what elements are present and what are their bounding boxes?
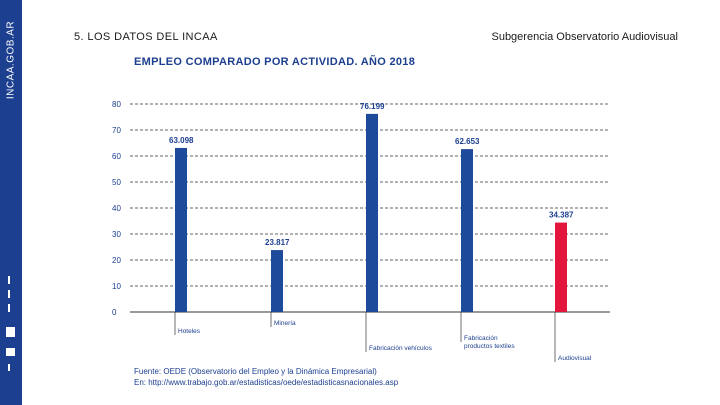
bar bbox=[175, 147, 187, 312]
sidebar-tick-mark bbox=[8, 290, 10, 298]
category-label: Fabricación productos textiles bbox=[464, 335, 515, 350]
y-tick-label: 30 bbox=[112, 230, 121, 239]
bar-value-label: 34.387 bbox=[549, 211, 574, 220]
category-label-line: productos textiles bbox=[464, 343, 515, 350]
bar bbox=[366, 113, 378, 312]
bar bbox=[461, 149, 473, 312]
bar-value-label: 76.199 bbox=[360, 102, 385, 111]
sidebar-tick-mark bbox=[8, 304, 10, 312]
source-line-2: En: http://www.trabajo.gob.ar/estadistic… bbox=[134, 378, 399, 387]
category-label-line: Audiovisual bbox=[558, 355, 592, 362]
sidebar-tick-mark bbox=[8, 364, 10, 371]
y-tick-label: 40 bbox=[112, 204, 121, 213]
bar-value-label: 23.817 bbox=[265, 238, 290, 247]
category-label: Hoteles bbox=[178, 328, 201, 335]
source-note: Fuente: OEDE (Observatorio del Empleo y … bbox=[134, 366, 398, 388]
y-tick-label: 60 bbox=[112, 152, 121, 161]
category-label-line: Hoteles bbox=[178, 328, 201, 335]
category-label: Audiovisual bbox=[558, 355, 592, 362]
y-tick-label: 50 bbox=[112, 178, 121, 187]
sidebar-tick-mark bbox=[8, 276, 10, 284]
bar bbox=[271, 250, 283, 312]
y-tick-label: 70 bbox=[112, 126, 121, 135]
category-label-line: Minería bbox=[274, 320, 296, 327]
y-tick-label: 20 bbox=[112, 256, 121, 265]
bar-value-label: 62.653 bbox=[455, 137, 480, 146]
y-tick-label: 10 bbox=[112, 282, 121, 291]
sidebar-square-mark bbox=[6, 327, 15, 337]
sidebar-square-mark bbox=[6, 348, 15, 356]
sidebar-strip: INCAA.GOB.AR bbox=[0, 0, 22, 405]
y-tick-label: 0 bbox=[112, 308, 117, 317]
org-name: Subgerencia Observatorio Audiovisual bbox=[491, 31, 678, 43]
category-label-line: Fabricación bbox=[464, 335, 498, 342]
category-label: Fabricación vehículos bbox=[369, 345, 433, 352]
category-label-line: Fabricación vehículos bbox=[369, 345, 433, 352]
section-title: 5. LOS DATOS DEL INCAA bbox=[74, 31, 218, 43]
source-line-1: Fuente: OEDE (Observatorio del Empleo y … bbox=[134, 367, 377, 376]
y-tick-label: 80 bbox=[112, 100, 121, 109]
chart-title: EMPLEO COMPARADO POR ACTIVIDAD. AÑO 2018 bbox=[134, 56, 416, 68]
category-label: Minería bbox=[274, 320, 296, 327]
bar bbox=[555, 222, 567, 312]
bar-value-label: 63.098 bbox=[169, 136, 194, 145]
